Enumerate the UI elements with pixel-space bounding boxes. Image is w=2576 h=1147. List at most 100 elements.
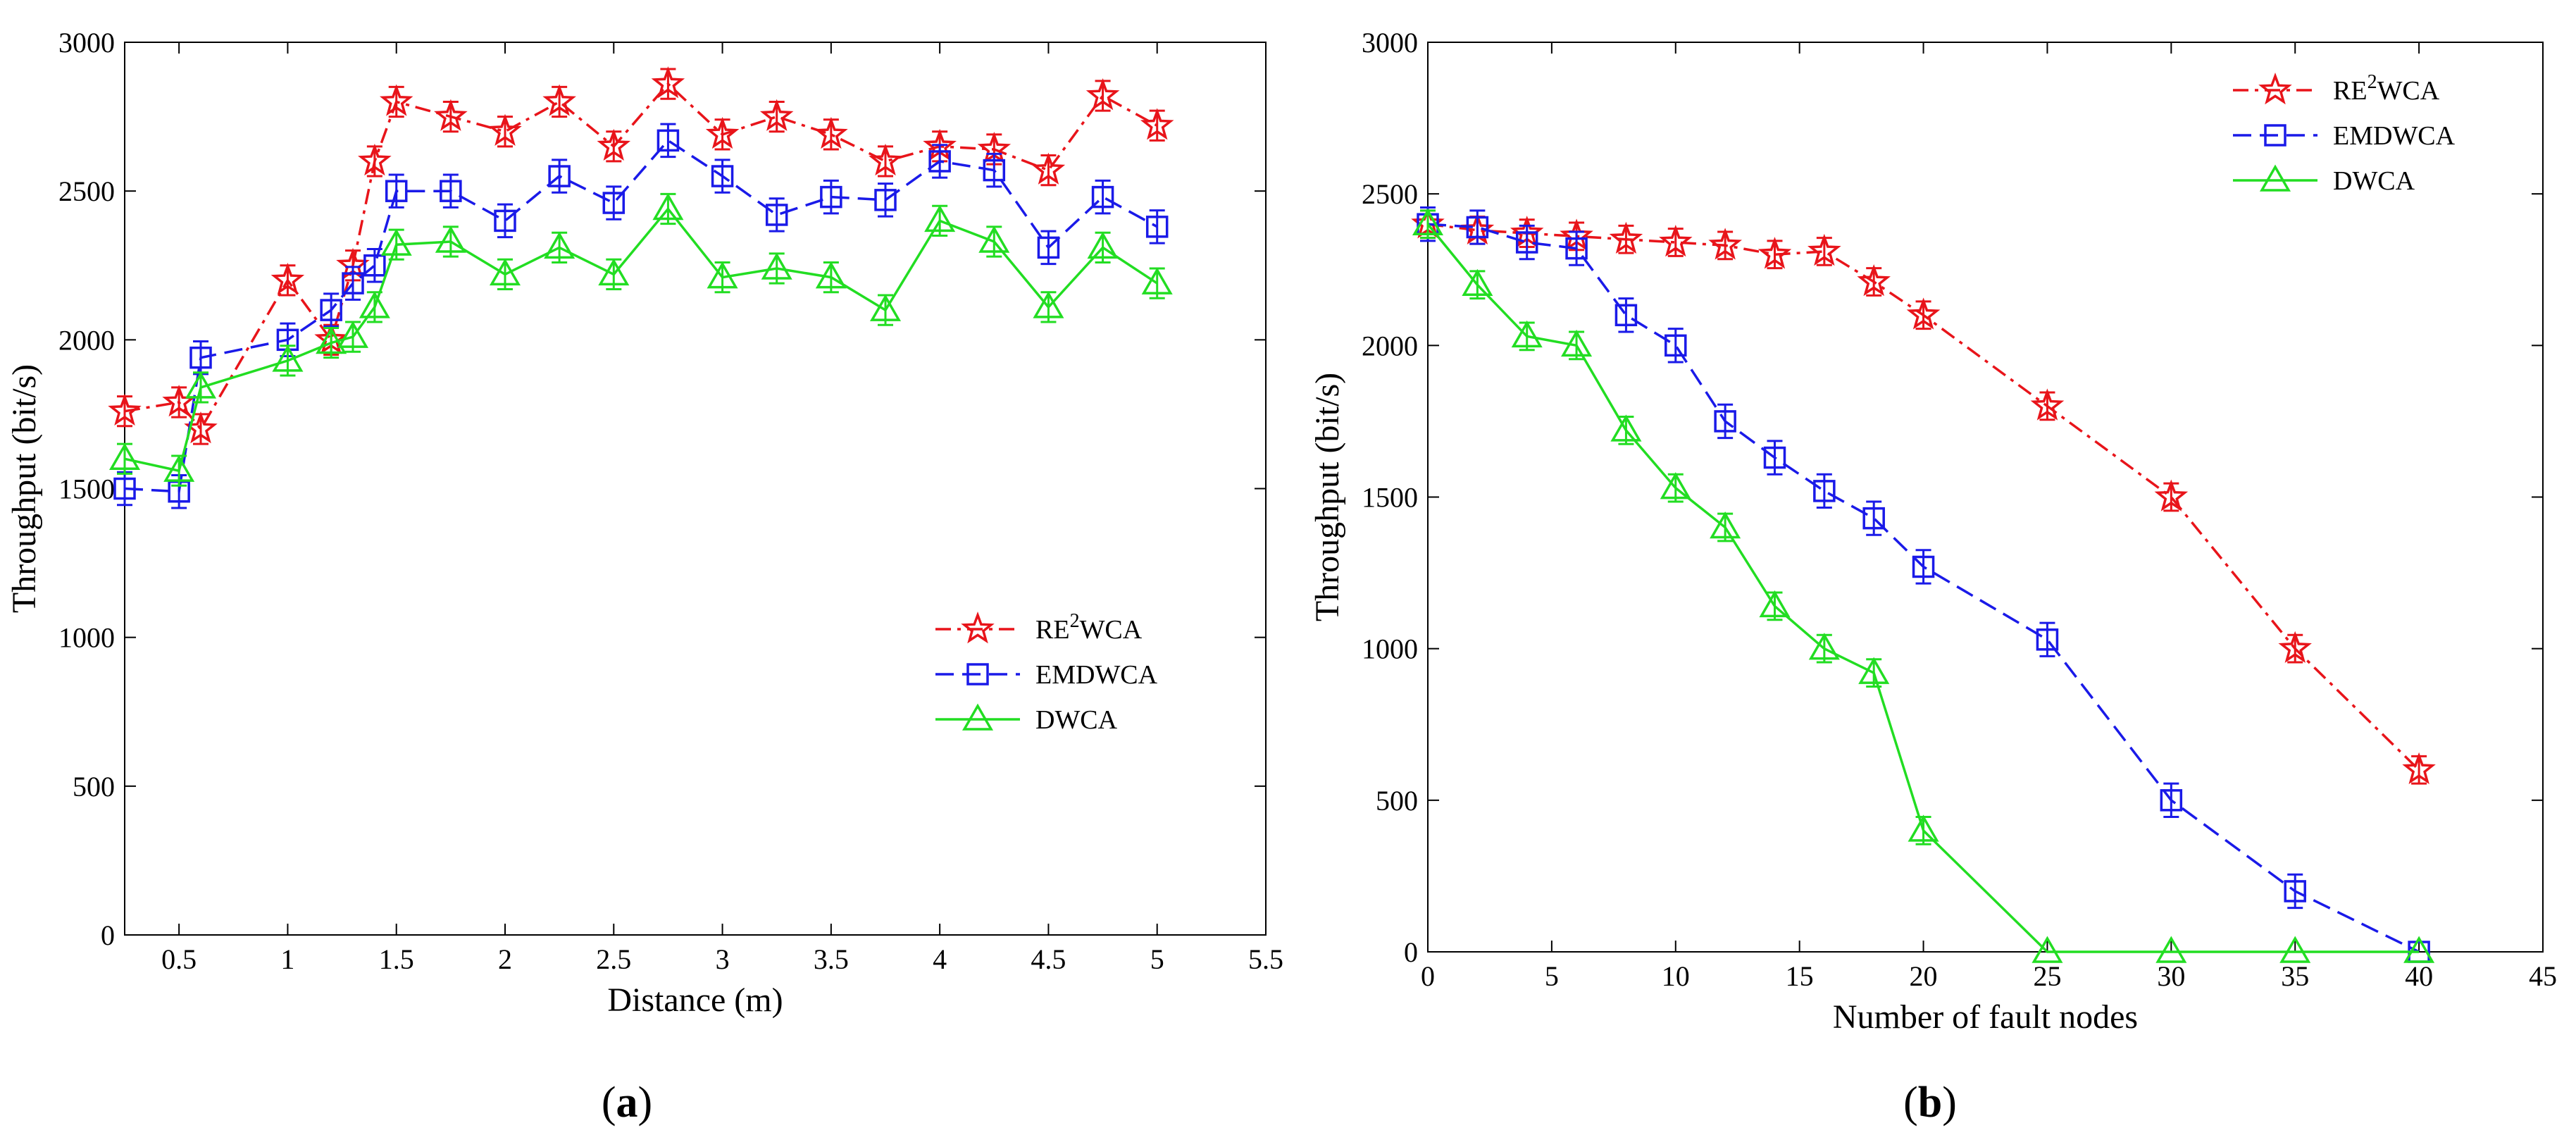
x-axis-label: Distance (m) — [607, 981, 783, 1019]
data-point-dwca — [761, 252, 792, 280]
data-point-re2wca — [108, 393, 142, 426]
series-line-re2wca — [1427, 223, 2420, 771]
data-point-re2wca — [2154, 479, 2189, 512]
legend-label-dwca: DWCA — [2333, 166, 2415, 196]
panel-label-letter: b — [1918, 1079, 1942, 1127]
x-tick-label: 4 — [933, 943, 947, 975]
legend-marker-emdwca — [966, 663, 989, 686]
data-point-emdwca — [1763, 446, 1786, 469]
x-tick-label: 45 — [2529, 960, 2557, 992]
data-point-dwca — [435, 225, 466, 253]
plot-frame — [124, 42, 1267, 936]
panel-label-open: ( — [602, 1079, 616, 1127]
series-re2wca — [108, 66, 1174, 445]
data-point-re2wca — [358, 143, 392, 176]
data-point-dwca — [1561, 329, 1593, 357]
data-point-emdwca — [711, 165, 734, 187]
data-point-emdwca — [765, 204, 788, 226]
series-line-dwca — [124, 206, 1158, 473]
legend: RE2WCA EMDWCA DWCA — [2233, 71, 2456, 196]
series-line-emdwca — [124, 139, 1158, 493]
y-tick-label: 1500 — [58, 473, 115, 505]
legend-label-main: DWCA — [1035, 705, 1118, 735]
y-tick-label: 2000 — [1362, 330, 1418, 361]
data-point-dwca — [869, 294, 902, 321]
y-tick-label: 2500 — [1362, 178, 1418, 210]
data-point-dwca — [1412, 208, 1444, 235]
panel-label-close: ) — [1942, 1079, 1957, 1127]
data-point-emdwca — [548, 165, 571, 187]
x-tick-label: 30 — [2157, 960, 2185, 992]
x-tick-label: 5.5 — [1248, 943, 1283, 975]
data-point-re2wca — [270, 262, 305, 295]
y-tick-label: 1500 — [1362, 482, 1418, 514]
x-tick-label: 40 — [2405, 960, 2433, 992]
legend-label-dwca: DWCA — [1035, 705, 1118, 735]
y-tick-label: 2500 — [58, 175, 115, 207]
data-point-dwca — [163, 454, 195, 482]
x-tick-label: 3.5 — [814, 943, 849, 975]
x-tick-label: 15 — [1786, 960, 1814, 992]
data-point-dwca — [544, 231, 575, 259]
data-point-dwca — [978, 225, 1010, 253]
legend-label-main: RE — [2333, 76, 2367, 106]
legend: RE2WCA EMDWCA DWCA — [935, 610, 1158, 735]
legend-marker-re2wca — [961, 611, 995, 644]
series-emdwca — [1417, 206, 2430, 963]
data-point-dwca — [108, 442, 141, 471]
data-point-re2wca — [2402, 752, 2436, 785]
data-point-dwca — [2155, 936, 2187, 963]
data-point-emdwca — [2284, 880, 2306, 903]
data-point-dwca — [359, 291, 390, 318]
data-point-re2wca — [1757, 237, 1792, 269]
x-tick-label: 25 — [2033, 960, 2061, 992]
data-point-emdwca — [2036, 628, 2059, 651]
x-tick-label: 0 — [1421, 960, 1435, 992]
x-tick-label: 5 — [1150, 943, 1164, 975]
data-point-emdwca — [1813, 480, 1836, 502]
legend-label-sup: 2 — [2367, 71, 2377, 93]
data-point-re2wca — [434, 99, 468, 131]
data-point-emdwca — [189, 346, 212, 369]
legend-label-tail: WCA — [1080, 615, 1143, 645]
data-point-re2wca — [1708, 228, 1742, 260]
data-point-re2wca — [1807, 233, 1841, 266]
legend-label-emdwca: EMDWCA — [1035, 660, 1158, 690]
data-point-re2wca — [1085, 78, 1120, 111]
data-point-re2wca — [1906, 297, 1941, 330]
data-point-emdwca — [1614, 304, 1638, 327]
panel-b-chart: 0 5 10 15 20 25 30 35 40 45 0 500 1000 1500 2000 2500 30… — [1309, 27, 2557, 1127]
legend-marker-dwca — [2259, 164, 2291, 192]
data-point-dwca — [2279, 936, 2311, 963]
x-tick-label: 35 — [2281, 960, 2309, 992]
data-point-re2wca — [542, 84, 576, 116]
x-tick-label: 10 — [1662, 960, 1690, 992]
data-point-dwca — [1858, 657, 1890, 684]
data-point-emdwca — [363, 254, 386, 277]
x-tick-label: 5 — [1545, 960, 1559, 992]
data-point-dwca — [1808, 633, 1840, 660]
legend-marker-dwca — [962, 703, 994, 731]
data-point-dwca — [1710, 512, 1741, 539]
data-point-emdwca — [1515, 231, 1538, 254]
x-tick-label: 0.5 — [161, 943, 197, 975]
data-point-re2wca — [1659, 225, 1693, 257]
legend-label-tail: WCA — [2377, 76, 2440, 106]
data-point-dwca — [185, 371, 217, 399]
legend-marker-re2wca — [2258, 72, 2292, 105]
data-point-dwca — [707, 261, 738, 289]
data-point-dwca — [2403, 936, 2435, 963]
y-tick-label: 3000 — [1362, 27, 1418, 58]
legend-label-main: EMDWCA — [1035, 660, 1158, 690]
data-point-emdwca — [494, 209, 516, 232]
data-point-emdwca — [1714, 410, 1736, 433]
data-point-dwca — [1759, 590, 1791, 618]
data-point-emdwca — [1862, 507, 1885, 530]
data-point-emdwca — [1091, 185, 1114, 209]
data-point-dwca — [924, 204, 956, 232]
data-point-re2wca — [2030, 388, 2065, 421]
y-tick-label: 0 — [101, 919, 115, 951]
data-point-emdwca — [2160, 789, 2183, 812]
data-point-emdwca — [1565, 237, 1588, 260]
series-emdwca — [113, 123, 1169, 509]
